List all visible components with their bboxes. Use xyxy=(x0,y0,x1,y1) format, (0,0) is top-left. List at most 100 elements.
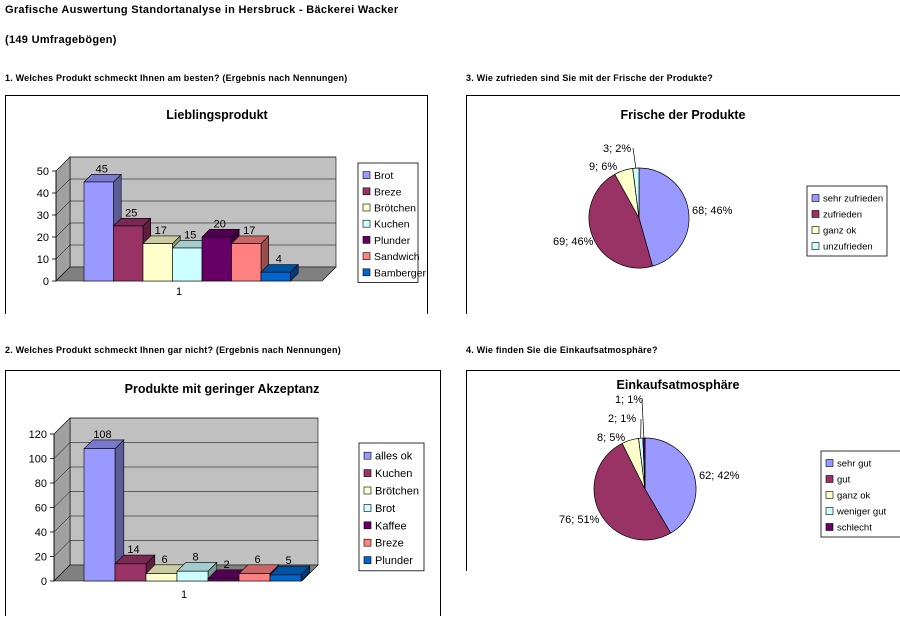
chart-title: Lieblingsprodukt xyxy=(166,108,268,122)
chart-title: Produkte mit geringer Akzeptanz xyxy=(125,382,320,396)
data-label-unzufrieden: 3; 2% xyxy=(603,143,631,155)
y-tick-label: 100 xyxy=(29,454,47,466)
legend-label-ganz-ok: ganz ok xyxy=(837,491,871,502)
legend-label-kuchen: Kuchen xyxy=(375,468,412,480)
legend-swatch-kuchen xyxy=(363,220,370,227)
data-label-brot: 45 xyxy=(96,163,108,175)
bar-kuchen xyxy=(173,248,203,281)
data-label-sehr-zufrieden: 68; 46% xyxy=(692,205,733,217)
question-4-label: 4. Wie finden Sie die Einkaufsatmosphäre… xyxy=(466,345,658,355)
y-tick-label: 20 xyxy=(35,552,47,564)
legend-swatch-sehr-gut xyxy=(826,460,833,467)
chart-panel-einkaufsatmosphaere: Einkaufsatmosphäre 62; 42% 76; 51% 8; 5% 2; … xyxy=(466,370,900,571)
x-category-label: 1 xyxy=(181,589,187,601)
data-label-ganz-ok: 9; 6% xyxy=(589,161,617,173)
legend-swatch-schlecht xyxy=(826,524,833,531)
legend-swatch-breze xyxy=(363,188,370,195)
data-label-zufrieden: 69; 46% xyxy=(553,236,594,248)
chart-panel-frische: Frische der Produkte 68; 46% 69; 46% 9; 6% 3… xyxy=(466,95,900,314)
bar-kuchen xyxy=(115,564,146,581)
page-subtitle: (149 Umfragebögen) xyxy=(5,34,117,46)
legend-swatch-plunder xyxy=(364,557,371,564)
legend-swatch-sehr-zufrieden xyxy=(812,195,819,202)
data-label-brot: 8 xyxy=(192,551,198,563)
question-3-label: 3. Wie zufrieden sind Sie mit der Frisch… xyxy=(466,73,713,83)
question-2-label: 2. Welches Produkt schmeckt Ihnen gar ni… xyxy=(5,345,341,355)
pie-chart-einkaufsatmosphaere: Einkaufsatmosphäre 62; 42% 76; 51% 8; 5% 2; … xyxy=(467,371,900,571)
y-tick-label: 10 xyxy=(37,254,49,266)
y-tick-label: 0 xyxy=(43,276,49,288)
bar-chart-akzeptanz: Produkte mit geringer Akzeptanz020406080… xyxy=(6,371,440,616)
legend-label-kuchen: Kuchen xyxy=(374,219,410,231)
legend-label-sehr-zufrieden: sehr zufrieden xyxy=(823,194,883,205)
data-label-alles-ok: 108 xyxy=(93,429,111,441)
legend-label-brot: Brot xyxy=(374,170,393,182)
bar-broetchen xyxy=(146,574,177,581)
legend-swatch-brot xyxy=(364,504,371,511)
data-label-gut: 76; 51% xyxy=(559,514,600,526)
data-label-bamberger: 4 xyxy=(276,254,282,266)
legend-label-kaffee: Kaffee xyxy=(375,520,407,532)
legend-swatch-gut xyxy=(826,476,833,483)
legend-label-breze: Breze xyxy=(374,186,402,198)
data-label-schlecht: 1; 1% xyxy=(615,394,643,406)
bar-plunder xyxy=(270,575,301,581)
bar-kaffee xyxy=(208,579,239,581)
legend-label-broetchen: Brötchen xyxy=(375,486,419,498)
legend-swatch-bamberger xyxy=(363,269,370,276)
legend-label-sehr-gut: sehr gut xyxy=(837,459,872,470)
data-label-breze: 6 xyxy=(254,554,260,566)
legend-label-bamberger: Bamberger xyxy=(374,267,426,279)
data-label-broetchen: 17 xyxy=(155,225,167,237)
chart-title: Einkaufsatmosphäre xyxy=(617,378,740,392)
pie-chart-frische: Frische der Produkte 68; 46% 69; 46% 9; 6% 3… xyxy=(467,96,900,314)
legend-label-broetchen: Brötchen xyxy=(374,203,416,215)
data-label-weniger-gut: 2; 1% xyxy=(608,413,636,425)
page-title: Grafische Auswertung Standortanalyse in … xyxy=(5,4,398,16)
y-tick-label: 0 xyxy=(41,576,47,588)
bar-brot xyxy=(84,182,114,281)
data-label-broetchen: 6 xyxy=(161,554,167,566)
legend-swatch-broetchen xyxy=(364,487,371,494)
data-label-ganz-ok: 8; 5% xyxy=(597,432,625,444)
legend-label-ganz-ok: ganz ok xyxy=(823,226,857,237)
legend-label-gut: gut xyxy=(837,475,851,486)
bar-plunder xyxy=(202,237,232,281)
y-tick-label: 50 xyxy=(37,166,49,178)
bar-breze xyxy=(239,574,270,581)
legend-swatch-broetchen xyxy=(363,204,370,211)
x-category-label: 1 xyxy=(176,286,182,298)
legend-swatch-sandwich xyxy=(363,253,370,260)
bar-broetchen xyxy=(143,244,173,281)
legend-swatch-kuchen xyxy=(364,470,371,477)
data-label-kaffee: 2 xyxy=(223,559,229,571)
legend-swatch-brot xyxy=(363,172,370,179)
bar-sandwich xyxy=(232,244,262,281)
legend-swatch-ganz-ok xyxy=(812,227,819,234)
leader-line-unzufrieden xyxy=(633,148,636,168)
y-tick-label: 40 xyxy=(37,188,49,200)
data-label-sehr-gut: 62; 42% xyxy=(699,470,740,482)
y-tick-label: 60 xyxy=(35,503,47,515)
legend-swatch-unzufrieden xyxy=(812,243,819,250)
bar-breze xyxy=(114,226,144,281)
chart-title: Frische der Produkte xyxy=(620,108,745,122)
legend-swatch-zufrieden xyxy=(812,211,819,218)
legend-swatch-ganz-ok xyxy=(826,492,833,499)
data-label-plunder: 5 xyxy=(285,555,291,567)
legend-label-zufrieden: zufrieden xyxy=(823,210,862,221)
data-label-kuchen: 14 xyxy=(127,544,139,556)
legend-swatch-breze xyxy=(364,539,371,546)
bar-brot xyxy=(177,571,208,581)
y-tick-label: 30 xyxy=(37,210,49,222)
question-1-label: 1. Welches Produkt schmeckt Ihnen am bes… xyxy=(5,73,347,83)
y-tick-label: 40 xyxy=(35,527,47,539)
legend-label-weniger-gut: weniger gut xyxy=(836,507,886,518)
legend-label-breze: Breze xyxy=(375,538,404,550)
bar-alles-ok xyxy=(84,449,115,581)
legend-swatch-kaffee xyxy=(364,522,371,529)
y-tick-label: 20 xyxy=(37,232,49,244)
